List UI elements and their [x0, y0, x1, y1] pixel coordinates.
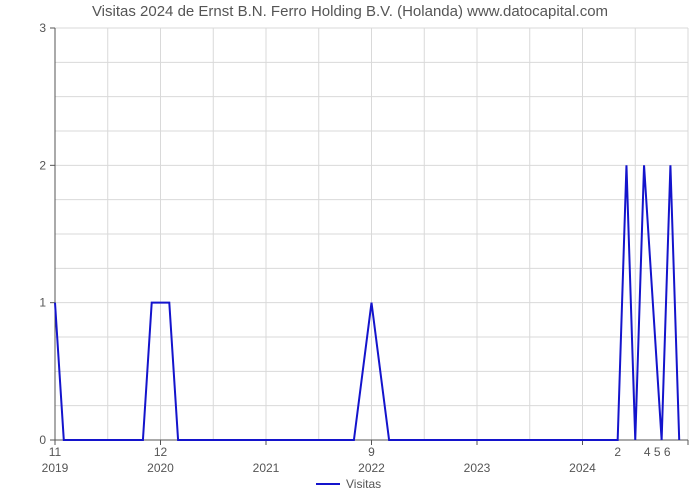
data-label: 11: [49, 445, 62, 459]
y-tick-label: 1: [39, 296, 46, 310]
x-tick-label: 2021: [253, 461, 280, 475]
y-tick-label: 0: [39, 433, 46, 447]
x-tick-label: 2022: [358, 461, 385, 475]
visitas-chart: Visitas 2024 de Ernst B.N. Ferro Holding…: [0, 0, 700, 500]
x-tick-label: 2020: [147, 461, 174, 475]
chart-svg: Visitas 2024 de Ernst B.N. Ferro Holding…: [0, 0, 700, 500]
data-label: 2: [614, 445, 621, 459]
data-label: 9: [368, 445, 375, 459]
x-tick-label: 2024: [569, 461, 596, 475]
x-tick-label: 2019: [42, 461, 69, 475]
y-tick-label: 2: [39, 158, 46, 172]
chart-background: [0, 0, 700, 500]
data-label: 12: [154, 445, 168, 459]
legend-label: Visitas: [346, 477, 381, 491]
y-tick-label: 3: [39, 21, 46, 35]
chart-title: Visitas 2024 de Ernst B.N. Ferro Holding…: [92, 3, 608, 20]
data-label: 4 5 6: [644, 445, 671, 459]
x-tick-label: 2023: [464, 461, 491, 475]
